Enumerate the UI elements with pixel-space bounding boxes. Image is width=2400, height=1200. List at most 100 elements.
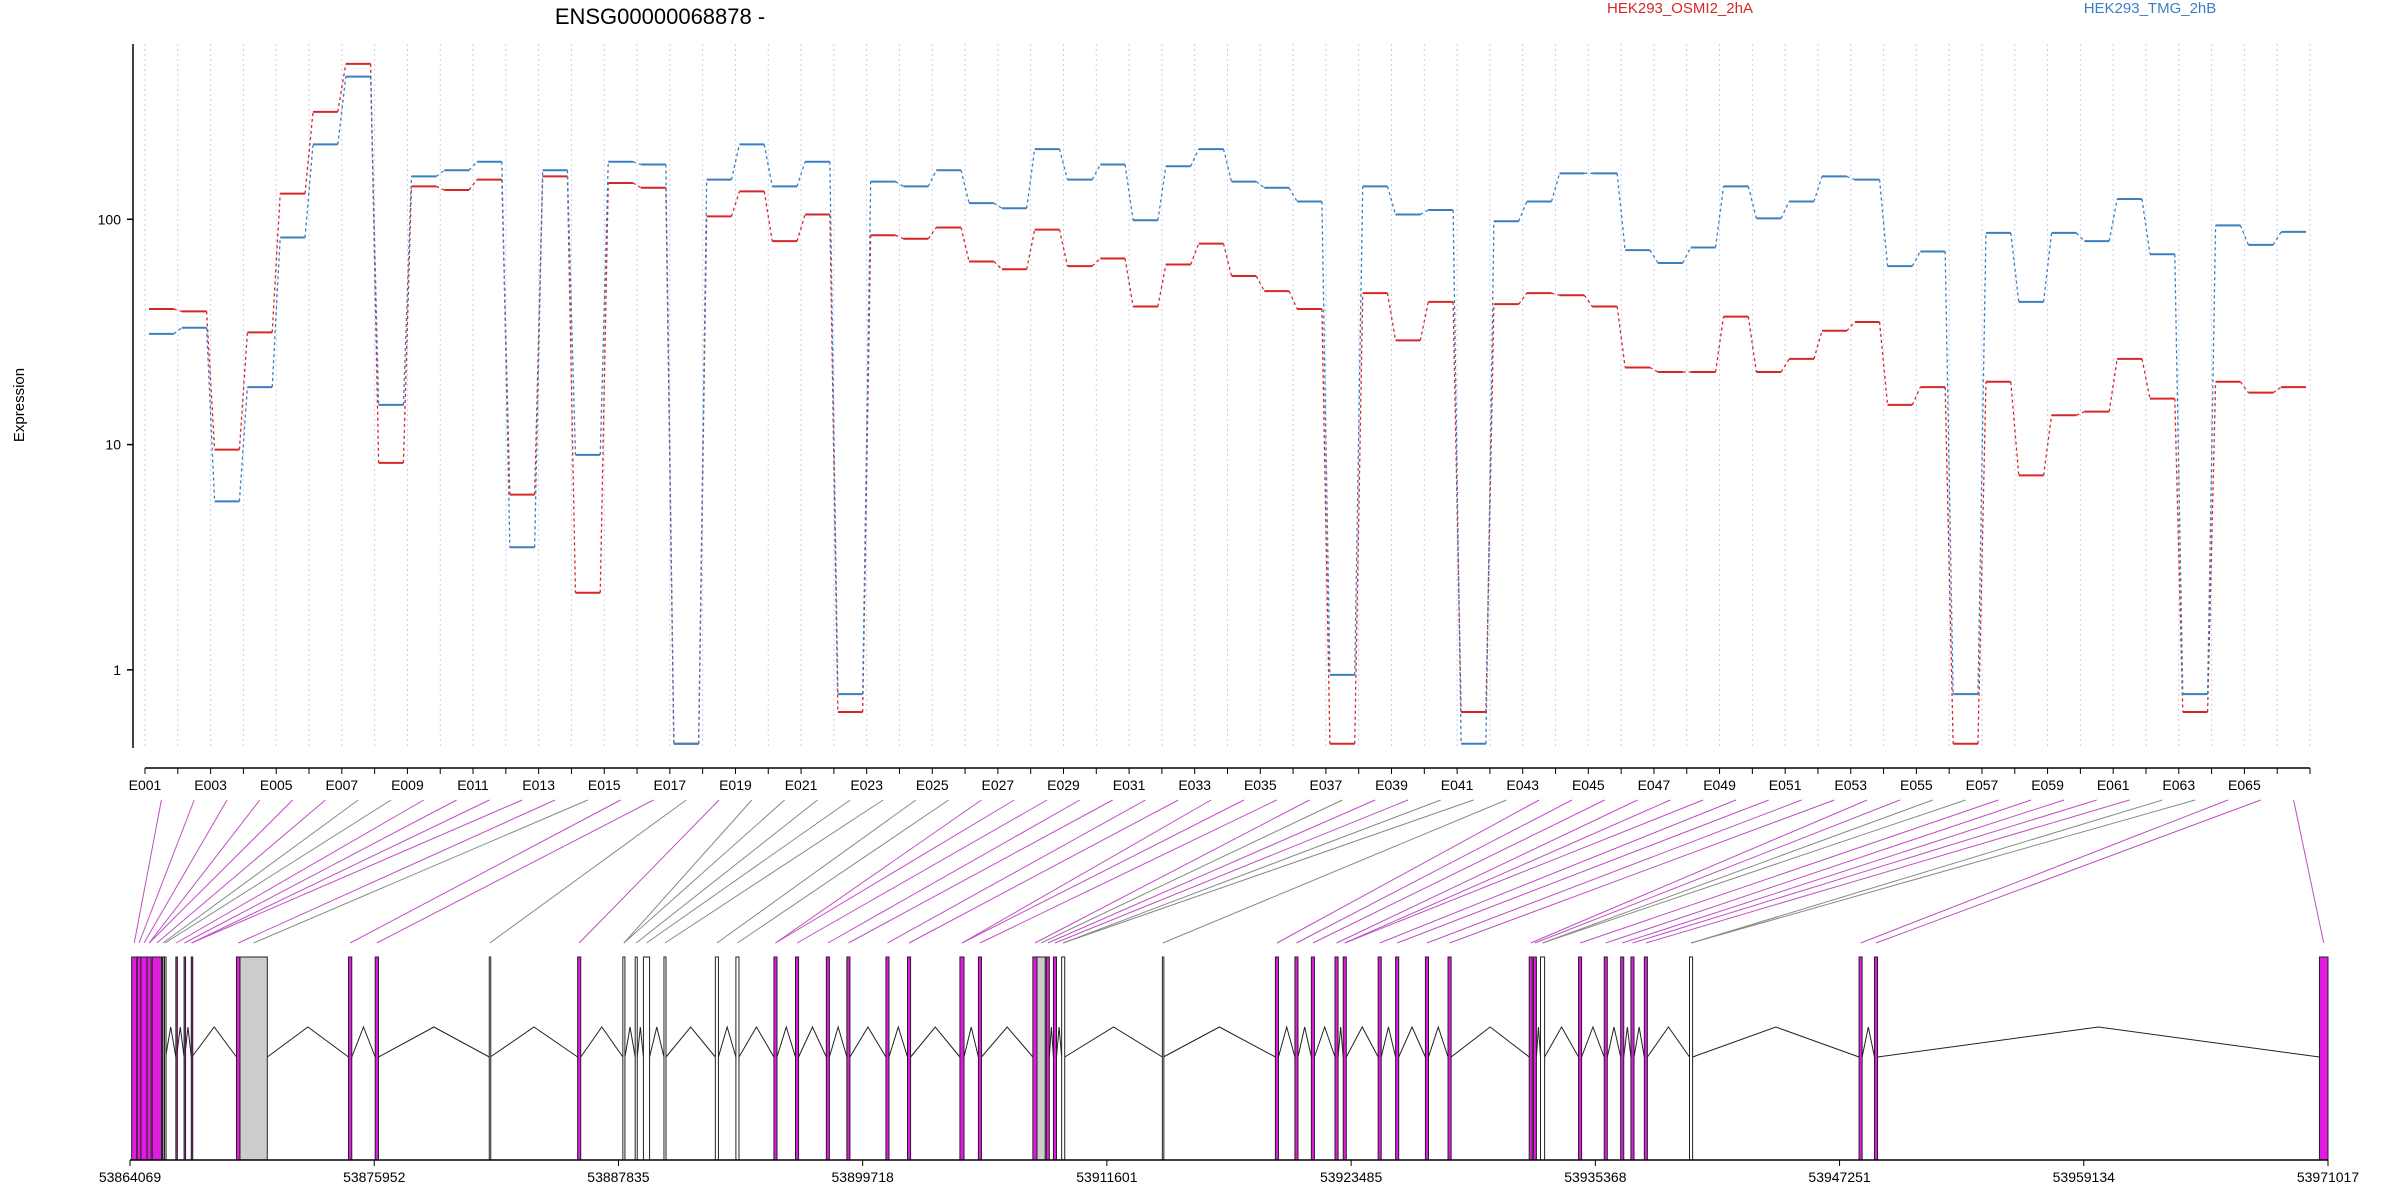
transition-connector: [1682, 247, 1692, 264]
exon-connector: [489, 799, 687, 944]
transition-connector: [1977, 232, 1987, 695]
x-tick-label: E023: [850, 777, 883, 793]
exon-connector: [1542, 799, 1966, 944]
intron-line: [1646, 1026, 1690, 1058]
intron-line: [1633, 1026, 1645, 1058]
exon-connector: [1047, 799, 1376, 944]
transition-connector: [2010, 381, 2020, 476]
intron-line: [738, 1026, 775, 1058]
exon-block: [825, 956, 830, 1161]
exon-block: [773, 956, 778, 1161]
exon-block: [175, 956, 178, 1161]
exon-connector: [908, 799, 1179, 944]
exon-connector: [1690, 799, 2163, 944]
exon-block: [1342, 956, 1347, 1161]
transition-connector: [796, 214, 806, 242]
intron-line: [1877, 1026, 2320, 1058]
x-tick-label: E007: [325, 777, 358, 793]
transition-connector: [1419, 209, 1429, 216]
exon-connector: [716, 799, 917, 944]
exon-connector: [1336, 799, 1638, 944]
transition-connector: [1911, 251, 1921, 267]
transition-connector: [1550, 173, 1561, 202]
intron-line: [1313, 1025, 1336, 1058]
transition-connector: [173, 327, 183, 335]
intron-line: [1380, 1026, 1397, 1058]
x-tick-label: E051: [1769, 777, 1802, 793]
exon-connector: [1579, 799, 1999, 944]
unmeasured-block: [1540, 956, 1546, 1161]
x-tick-label: E005: [260, 777, 293, 793]
exon-block: [1294, 956, 1299, 1161]
x-tick-label: E043: [1506, 777, 1539, 793]
x-tick-label: E003: [194, 777, 227, 793]
transition-connector: [501, 161, 511, 548]
exon-block: [1032, 956, 1038, 1161]
transition-connector: [1157, 264, 1167, 307]
intron-line: [798, 1025, 827, 1058]
exon-block: [146, 956, 152, 1161]
x-tick-label: E025: [916, 777, 949, 793]
exon-block: [1630, 956, 1635, 1161]
y-tick-label: 100: [98, 211, 122, 227]
exon-block: [1603, 956, 1608, 1161]
exon-block: [846, 956, 851, 1161]
x-tick-label: E029: [1047, 777, 1080, 793]
exon-connector: [827, 799, 1081, 944]
transition-connector: [1649, 366, 1659, 373]
transition-connector: [763, 144, 773, 187]
unmeasured-block: [663, 956, 667, 1161]
exon-block: [794, 956, 800, 1161]
transition-connector: [1386, 293, 1397, 341]
intron-line: [267, 1026, 349, 1058]
intron-line: [1064, 1026, 1163, 1058]
exon-connector: [1344, 799, 1704, 944]
x-tick-label: E039: [1375, 777, 1408, 793]
unmeasured-block: [735, 956, 740, 1161]
x-tick-label: E017: [653, 777, 686, 793]
transition-connector: [2272, 231, 2282, 246]
intron-line: [1277, 1025, 1296, 1058]
intron-line: [1544, 1025, 1579, 1058]
exon-connector: [1296, 799, 1573, 944]
x-tick-label: E021: [785, 777, 818, 793]
x-tick-label: E035: [1244, 777, 1277, 793]
exon-connector: [1063, 799, 1474, 944]
series-2: [149, 75, 2306, 745]
intron-line: [1692, 1026, 1860, 1058]
exon-connector: [1605, 799, 2032, 944]
exon-connector: [156, 799, 326, 944]
exon-connector: [1063, 799, 1441, 944]
exon-connector: [1344, 799, 1671, 944]
x-tick-label: E027: [982, 777, 1015, 793]
x-tick-label: E019: [719, 777, 752, 793]
transition-connector: [271, 193, 281, 333]
transition-connector: [2108, 198, 2118, 242]
transition-connector: [1583, 294, 1593, 307]
transition-connector: [1190, 243, 1200, 265]
transition-connector: [1944, 251, 1954, 695]
intron-line: [776, 1025, 796, 1058]
exon-connector: [1034, 799, 1310, 944]
transition-connector: [665, 164, 675, 744]
exon-connector: [623, 799, 753, 944]
intron-line: [490, 1026, 578, 1058]
unmeasured-block: [634, 956, 638, 1161]
transition-connector: [599, 182, 609, 593]
exon-connector: [1312, 799, 1605, 944]
exon-block: [907, 956, 912, 1161]
transition-connector: [2272, 386, 2282, 394]
x-tick-label: E055: [1900, 777, 1933, 793]
x-tick-label: E041: [1441, 777, 1474, 793]
intron-line: [1056, 1026, 1063, 1058]
exon-block: [131, 956, 138, 1161]
transition-connector: [1813, 176, 1823, 202]
transition-connector: [1091, 164, 1101, 180]
exon-connector: [191, 799, 490, 944]
exon-connector: [184, 799, 457, 944]
y-tick-label: 10: [105, 437, 121, 453]
unmeasured-block: [161, 956, 165, 1161]
exon-connector: [1632, 799, 2097, 944]
transition-connector: [435, 169, 445, 177]
exon-connector: [2293, 799, 2325, 944]
